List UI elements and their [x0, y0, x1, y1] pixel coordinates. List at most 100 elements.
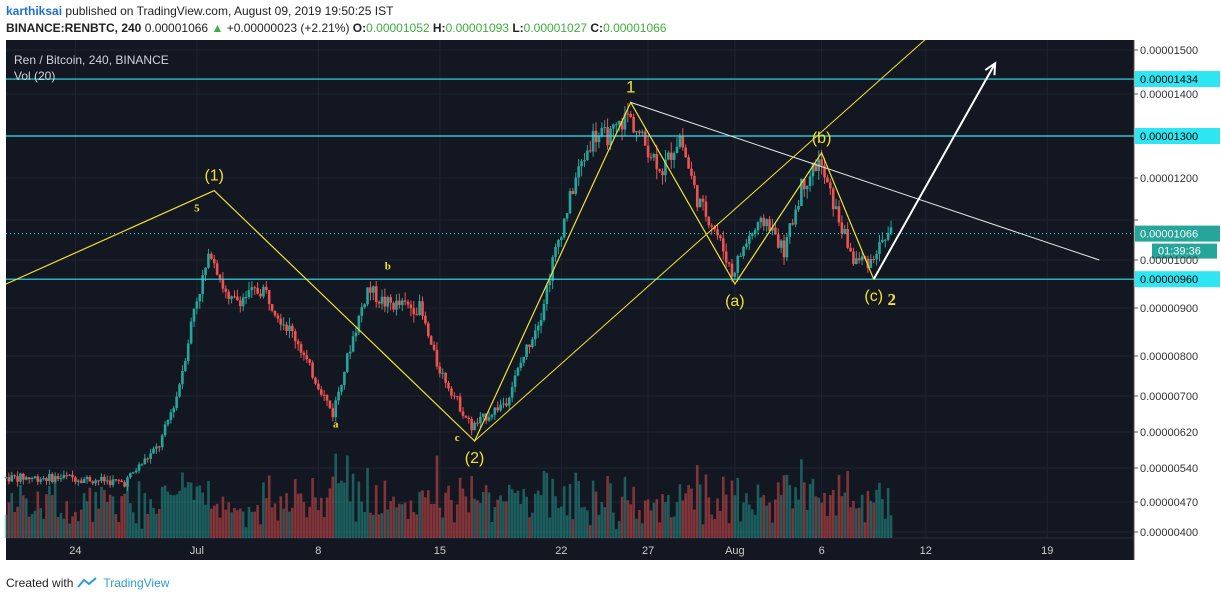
candle-body: [745, 243, 748, 247]
candle-body: [507, 397, 511, 406]
candle-body: [140, 464, 144, 466]
volume-bar: [704, 474, 708, 538]
volume-bar: [262, 482, 265, 538]
volume-bar: [736, 477, 740, 538]
candle-body: [667, 152, 670, 160]
candle-body: [519, 362, 523, 369]
time-tick-label: 22: [555, 545, 567, 557]
volume-bar: [94, 492, 97, 538]
volume-bar: [470, 476, 473, 538]
volume-bar: [759, 497, 763, 538]
volume-bar: [609, 483, 612, 538]
time-tick-label: 27: [642, 545, 654, 557]
candle-body: [400, 300, 404, 306]
volume-bar: [421, 490, 424, 538]
candle-body: [302, 352, 306, 356]
candle-body: [455, 396, 459, 398]
candle-body: [24, 477, 28, 480]
volume-bar: [172, 495, 176, 538]
candle-body: [195, 301, 199, 309]
candle-body: [588, 150, 592, 152]
candle-body: [548, 280, 552, 286]
candle-body: [308, 359, 311, 363]
volume-bar: [134, 523, 138, 538]
volume-bar: [788, 485, 792, 538]
volume-bar: [244, 527, 248, 538]
candle-body: [724, 251, 728, 263]
volume-bar: [27, 516, 31, 538]
volume-bar: [16, 506, 19, 538]
channel-line[interactable]: [474, 40, 944, 442]
volume-bar: [840, 496, 844, 538]
volume-bar: [30, 514, 34, 538]
candle-body: [233, 296, 236, 298]
candle-body: [672, 153, 676, 161]
candle-body: [522, 356, 526, 363]
volume-bar: [721, 476, 725, 538]
candle-body: [178, 384, 181, 397]
resistance-trendline[interactable]: [630, 101, 1100, 261]
candle-body: [684, 147, 687, 158]
volume-bar: [233, 507, 236, 538]
volume-bar: [155, 513, 158, 538]
candle-body: [531, 339, 534, 348]
volume-bar: [282, 508, 285, 538]
volume-bar: [123, 493, 126, 538]
subwave-label: c: [455, 432, 460, 444]
volume-bar: [814, 496, 818, 538]
candle-body: [707, 216, 711, 226]
candle-body: [791, 223, 795, 225]
candle-body: [652, 154, 656, 158]
candle-body: [658, 169, 661, 172]
price-chart[interactable]: 0.00001434 0.00001300 0.00000960 0.00001066…: [0, 40, 1221, 568]
volume-bar: [227, 502, 231, 538]
candle-body: [597, 136, 601, 143]
volume-bar: [502, 501, 505, 538]
high-value: 0.00001093: [445, 21, 509, 35]
volume-bar: [291, 507, 294, 538]
candle-body: [591, 130, 595, 152]
candle-body: [655, 154, 659, 170]
volume-bar: [603, 507, 607, 538]
projection-arrow[interactable]: [872, 62, 997, 280]
volume-bar: [658, 522, 661, 538]
volume-bar: [802, 482, 806, 538]
price-tick-label: 0.00001200: [1140, 173, 1198, 185]
volume-bar: [565, 515, 569, 538]
elliott-wave-path[interactable]: [5, 101, 875, 443]
volume-bar: [849, 507, 852, 538]
candle-body: [612, 124, 615, 129]
volume-bar: [210, 508, 213, 538]
candle-body: [551, 257, 554, 281]
author-link[interactable]: karthiksai: [6, 4, 63, 18]
volume-bar: [103, 489, 106, 538]
candle-body: [883, 239, 887, 241]
candle-body: [571, 191, 575, 194]
candle-body: [71, 474, 74, 478]
volume-bar: [863, 522, 867, 538]
candle-body: [134, 470, 138, 473]
volume-bar: [623, 476, 627, 538]
tradingview-brand-link[interactable]: TradingView: [103, 576, 170, 590]
candle-body: [163, 424, 167, 436]
candle-body: [146, 458, 150, 460]
candle-body: [834, 206, 838, 210]
volume-bar: [669, 517, 673, 538]
candle-body: [152, 448, 155, 454]
volume-bar: [620, 496, 624, 538]
volume-bar: [461, 488, 465, 538]
open-label: O:: [352, 21, 367, 35]
volume-bar: [794, 487, 797, 538]
candle-body: [701, 198, 705, 202]
candle-body: [542, 303, 546, 320]
volume-bar: [600, 501, 604, 538]
candle-body: [473, 422, 476, 431]
candle-body: [641, 131, 644, 133]
candle-body: [843, 228, 847, 234]
candle-body: [4, 477, 8, 479]
candle-body: [56, 476, 60, 479]
candle-body: [395, 300, 398, 310]
candle-body: [94, 480, 97, 484]
candle-body: [536, 325, 540, 331]
candle-body: [103, 476, 106, 482]
